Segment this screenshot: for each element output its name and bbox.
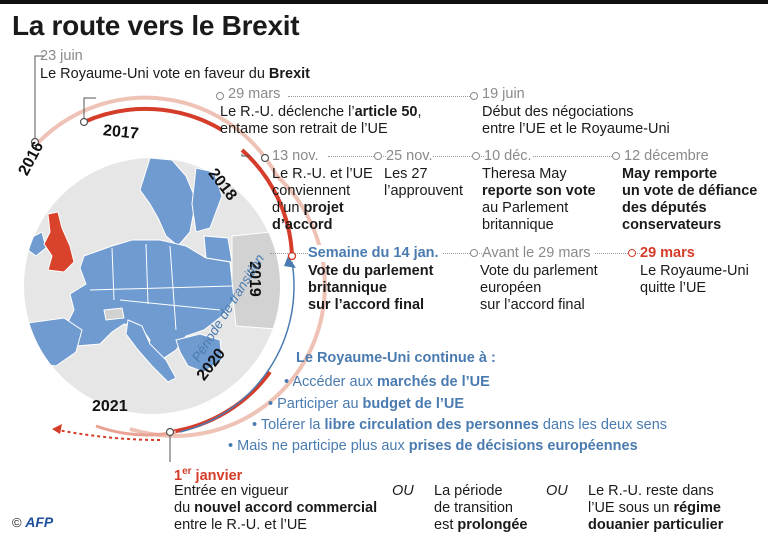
transition-item-3: • Tolérer la libre circulation des perso… (252, 417, 668, 433)
event-2021-date: 1er janvier (174, 466, 243, 484)
page-title: La route vers le Brexit (12, 10, 300, 41)
event-2018c-dot (472, 152, 480, 160)
event-2019c-date: 29 mars (640, 245, 695, 261)
event-2017b-dot (470, 92, 478, 100)
event-2017b-date: 19 juin (482, 86, 525, 102)
event-2019c-text: Le Royaume-Uni quitte l’UE (640, 263, 749, 296)
event-2019a-text: Vote du parlement britannique sur l’accord… (308, 263, 434, 313)
event-2018a-date: 13 nov. (272, 148, 319, 164)
event-2018a-text: Le R.-U. et l’UE conviennent d’un projet d’… (272, 166, 373, 233)
transition-item-2: • Participer au budget de l’UE (268, 396, 465, 412)
event-2018d-text: May remporte un vote de défiance des déput… (622, 166, 758, 233)
afp-logo: AFP (25, 514, 54, 530)
option-3-text: Le R.-U. reste dans l’UE sous un régime do… (588, 483, 724, 533)
event-2019c-dot (628, 249, 636, 257)
event-2018d-date: 12 décembre (624, 148, 709, 165)
afp-credit: © AFP (12, 514, 54, 530)
event-2019-connector (270, 253, 640, 254)
year-2017: 2017 (102, 122, 140, 143)
event-2016-text: Le Royaume-Uni vote en faveur du Brexit (40, 66, 311, 82)
event-2018b-text: Les 27 l’approuvent (384, 166, 463, 199)
transition-item-1: • Accéder aux marchés de l’UE (284, 374, 490, 390)
transition-item-4: • Mais ne participe plus aux prises de d… (228, 438, 638, 454)
event-2018b-dot (374, 152, 382, 160)
event-2018b-date: 25 nov. (386, 148, 433, 165)
event-2019b-text: Vote du parlement européen sur l’accord fi… (480, 263, 598, 313)
event-2017b-text: Début des négociations entre l’UE et le R… (482, 104, 670, 137)
event-2017-connector (288, 96, 470, 97)
event-2016-date: 23 juin (40, 48, 83, 64)
top-rule (0, 0, 768, 4)
event-2017a-date: 29 mars (228, 86, 281, 102)
transition-heading: Le Royaume-Uni continue à : (296, 350, 496, 366)
event-2019b-date: Avant le 29 mars (482, 245, 595, 262)
event-2019a-date: Semaine du 14 jan. (308, 245, 443, 262)
event-2017a-text: Le R.-U. déclenche l’article 50, entame s… (220, 104, 422, 137)
option-2-text: La période de transition est prolongée (434, 483, 528, 533)
europe-map (24, 158, 280, 414)
event-2018c-text: Theresa May reporte son vote au Parlement b… (482, 166, 596, 233)
event-2017a-dot (216, 92, 224, 100)
event-2018d-dot (612, 152, 620, 160)
option-1-text: Entrée en vigueur du nouvel accord commer… (174, 483, 378, 533)
event-2018-connector (328, 156, 614, 157)
event-2018c-date: 10 déc. (484, 148, 532, 165)
or-separator-2: OU (546, 483, 568, 499)
event-2019b-dot (470, 249, 478, 257)
year-2021: 2021 (92, 398, 128, 415)
uk-shape (43, 211, 75, 273)
or-separator-1: OU (392, 483, 414, 499)
